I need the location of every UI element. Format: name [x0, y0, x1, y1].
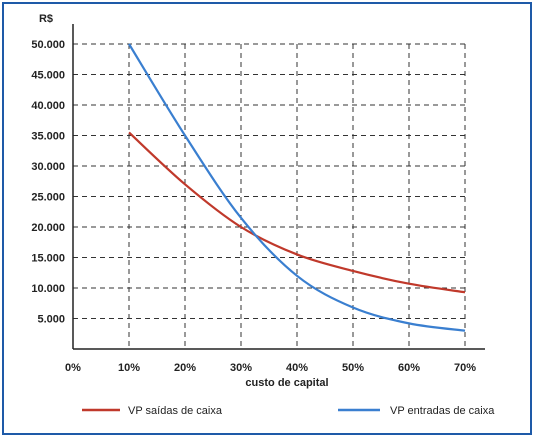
x-tick-label: 60%	[398, 362, 420, 374]
x-tick-label: 70%	[454, 362, 476, 374]
x-tick-label: 50%	[342, 362, 364, 374]
y-tick-label: 5.000	[37, 314, 65, 326]
y-tick-labels: 5.000 10.000 15.000 20.000 25.000 30.000 35.00…	[31, 39, 65, 326]
x-tick-labels: 0% 10% 20% 30% 40% 50% 60% 70%	[65, 362, 476, 374]
series-lines	[128, 43, 466, 332]
x-tick-label: 30%	[230, 362, 252, 374]
y-tick-label: 10.000	[31, 283, 65, 295]
series-line-entradas	[128, 43, 466, 332]
legend-label-saidas: VP saídas de caixa	[128, 405, 223, 417]
axes	[72, 24, 485, 350]
grid-lines	[73, 43, 466, 349]
x-tick-label: 20%	[174, 362, 196, 374]
x-tick-label: 10%	[118, 362, 140, 374]
y-tick-label: 50.000	[31, 39, 65, 51]
series-line-saidas	[128, 131, 466, 294]
x-tick-label: 0%	[65, 362, 81, 374]
x-tick-label: 40%	[286, 362, 308, 374]
legend: VP saídas de caixa VP entradas de caixa	[82, 405, 495, 417]
y-tick-label: 25.000	[31, 192, 65, 204]
y-axis-title: R$	[39, 13, 53, 25]
x-axis-title: custo de capital	[245, 377, 328, 389]
y-tick-label: 35.000	[31, 131, 65, 143]
y-tick-label: 45.000	[31, 70, 65, 82]
y-tick-label: 40.000	[31, 100, 65, 112]
y-tick-label: 20.000	[31, 222, 65, 234]
legend-label-entradas: VP entradas de caixa	[390, 405, 495, 417]
y-tick-label: 15.000	[31, 253, 65, 265]
y-tick-label: 30.000	[31, 161, 65, 173]
